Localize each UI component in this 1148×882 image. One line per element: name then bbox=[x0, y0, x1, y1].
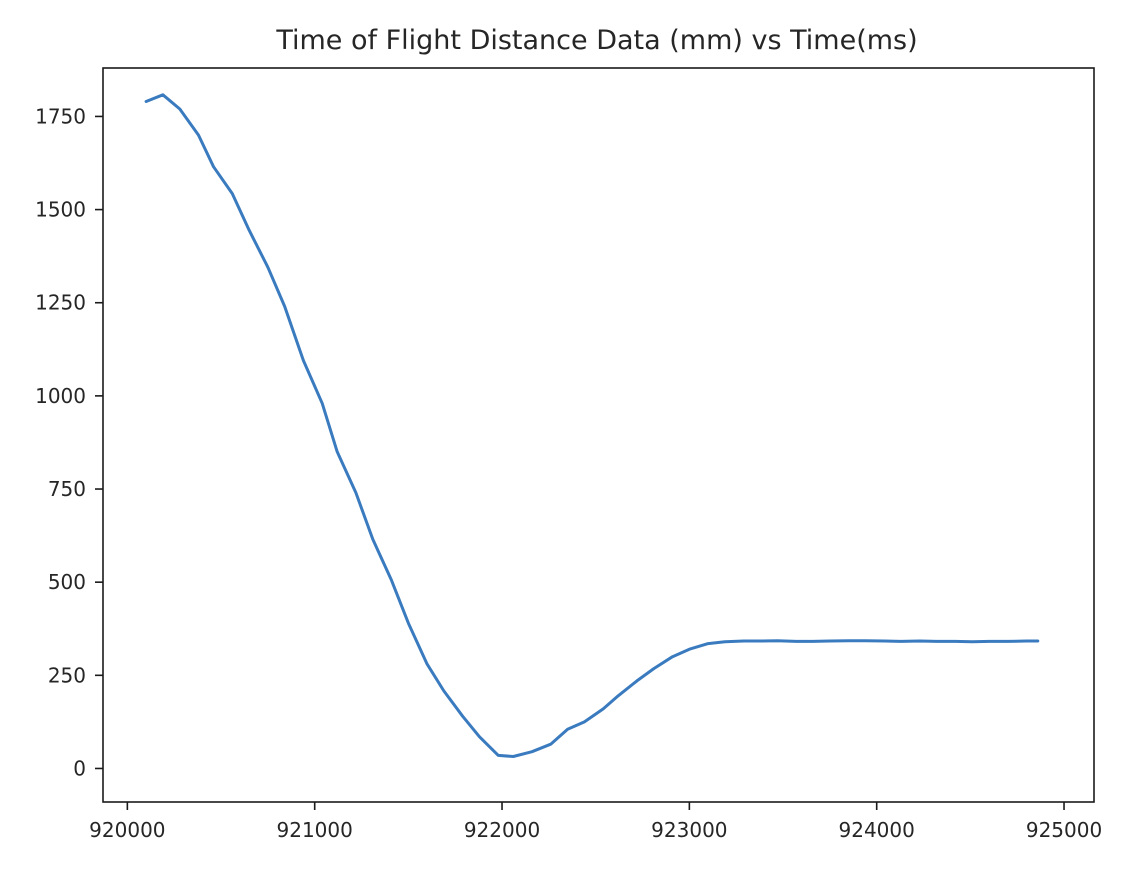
x-tick-label: 920000 bbox=[89, 818, 165, 842]
x-tick-label: 923000 bbox=[651, 818, 727, 842]
y-tick-label: 1000 bbox=[35, 384, 86, 408]
x-tick-label: 922000 bbox=[464, 818, 540, 842]
y-tick-label: 1500 bbox=[35, 198, 86, 222]
y-tick-label: 750 bbox=[48, 477, 86, 501]
x-tick-label: 921000 bbox=[277, 818, 353, 842]
y-tick-label: 0 bbox=[73, 756, 86, 780]
y-tick-label: 1750 bbox=[35, 104, 86, 128]
x-tick-label: 925000 bbox=[1026, 818, 1102, 842]
series-line-0 bbox=[144, 93, 1040, 758]
chart-title: Time of Flight Distance Data (mm) vs Tim… bbox=[275, 25, 917, 56]
y-tick-label: 1250 bbox=[35, 291, 86, 315]
plot-frame bbox=[102, 67, 1095, 803]
x-tick-label: 924000 bbox=[839, 818, 915, 842]
y-tick-label: 250 bbox=[48, 663, 86, 687]
y-tick-label: 500 bbox=[48, 570, 86, 594]
